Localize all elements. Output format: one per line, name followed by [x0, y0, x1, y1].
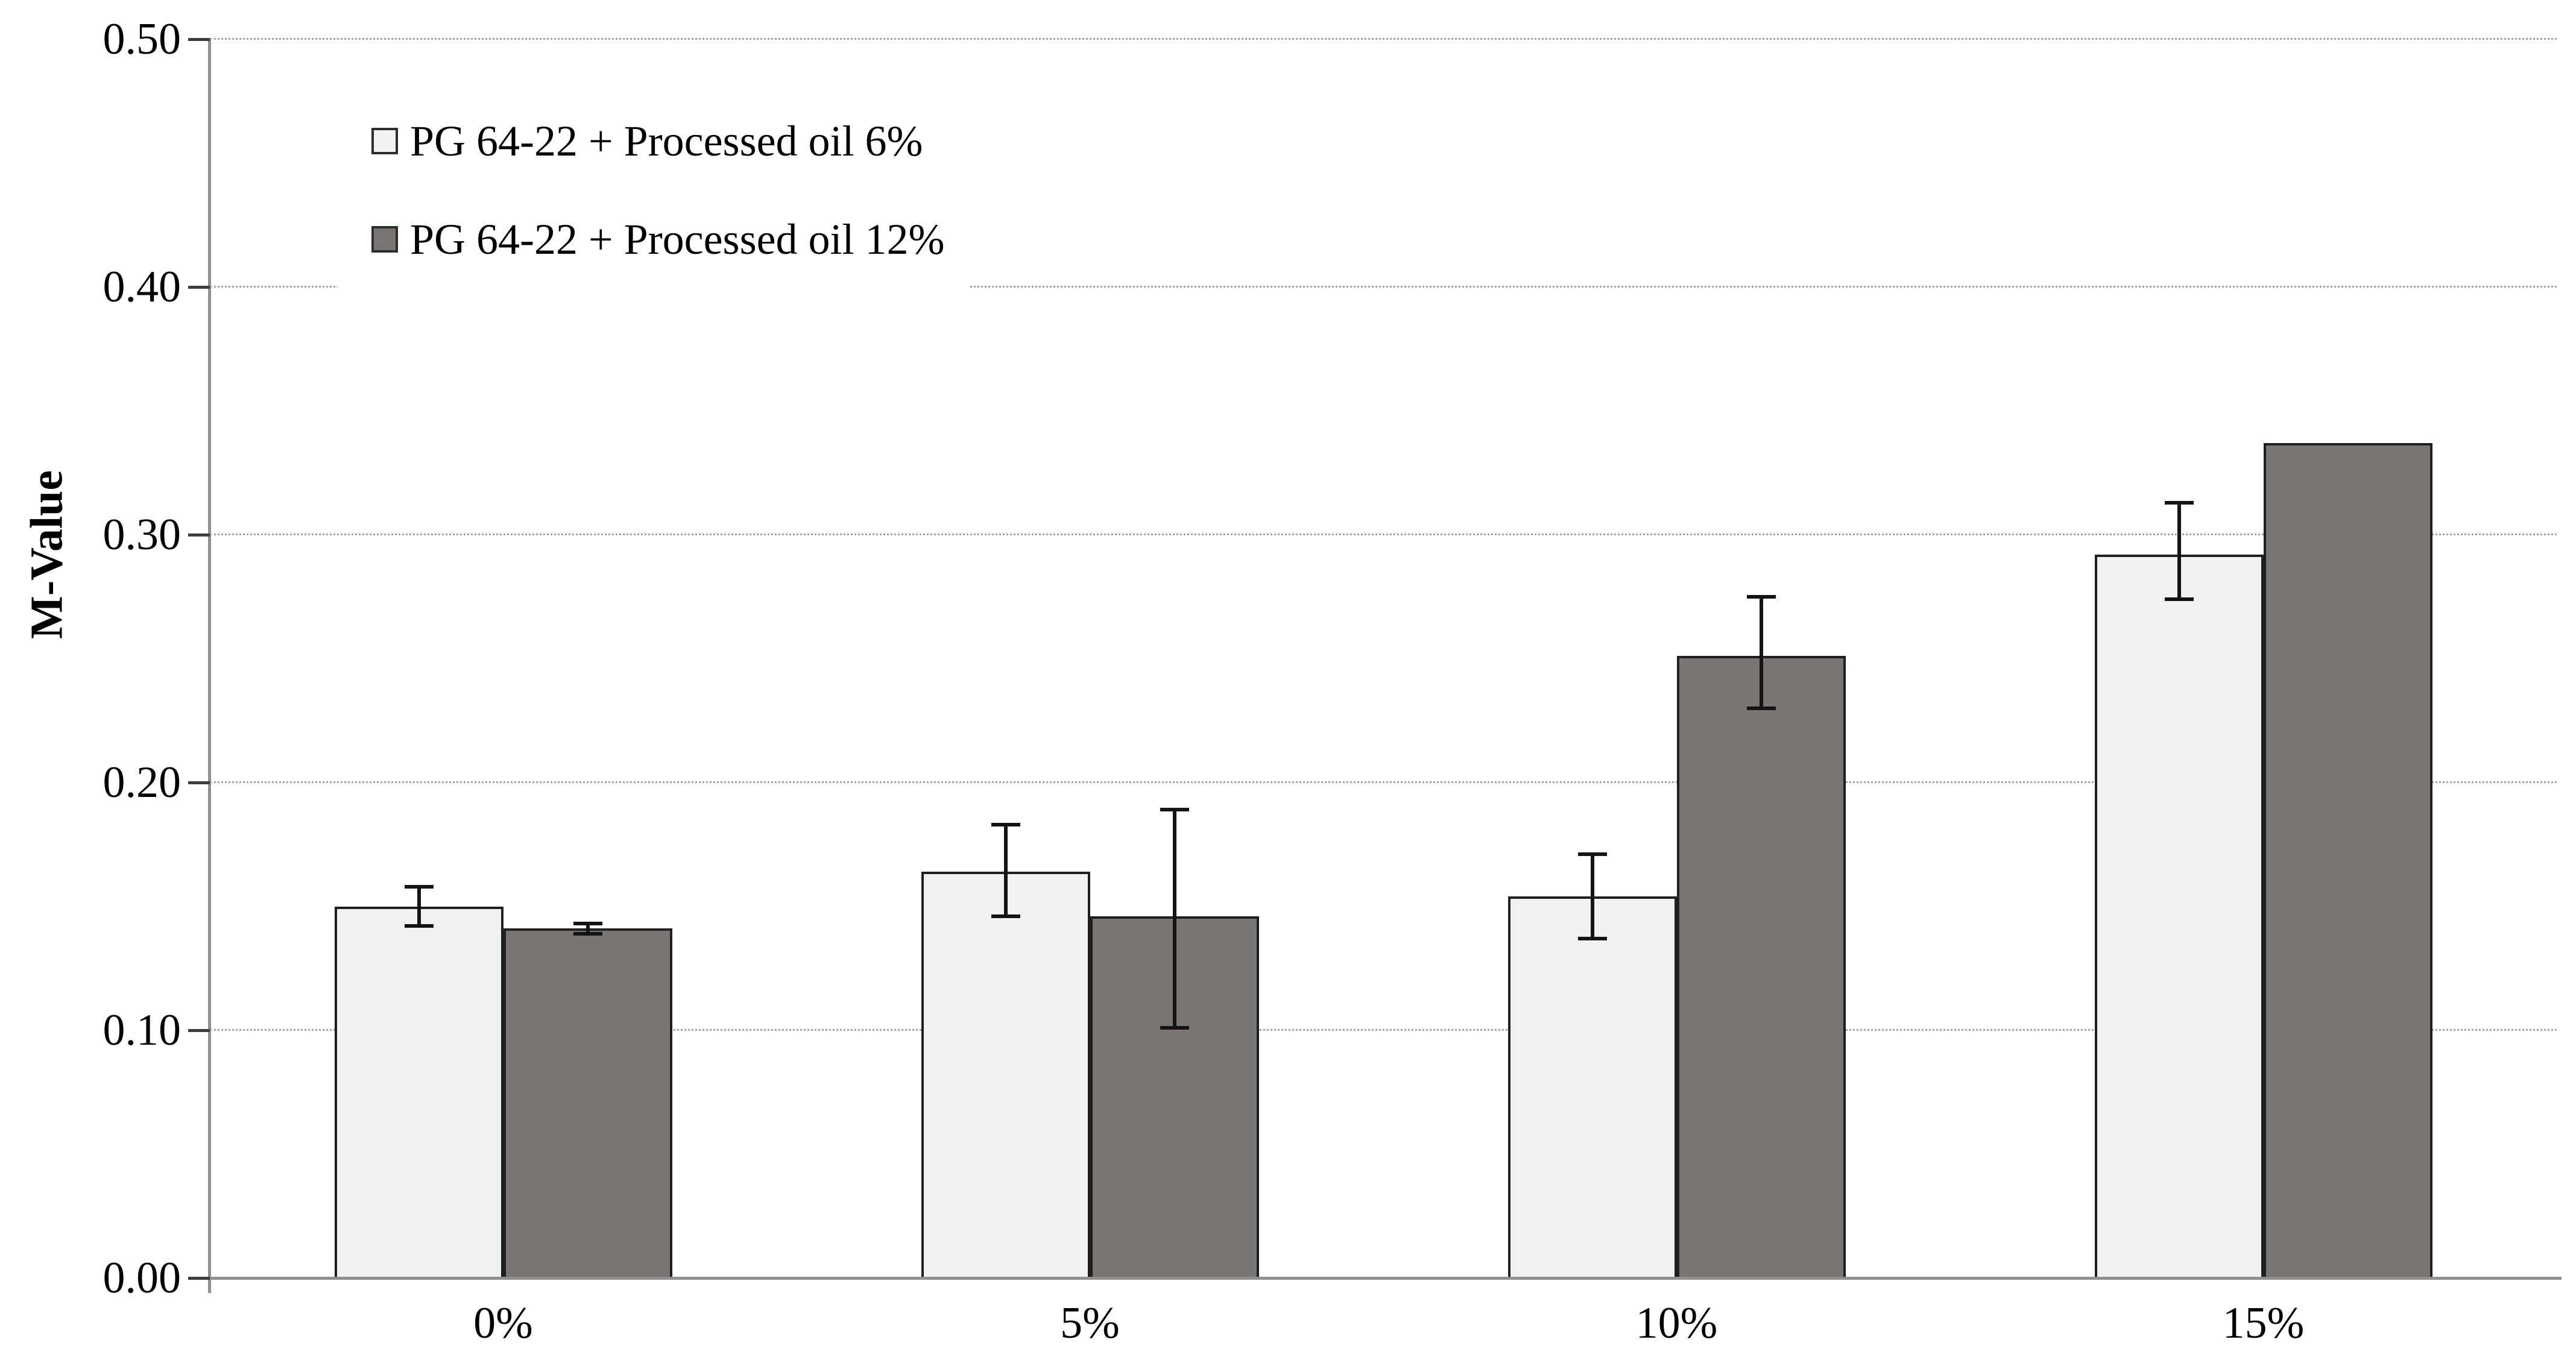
y-tick-label: 0.00: [103, 1253, 182, 1303]
error-bar-cap-bottom: [1577, 936, 1607, 940]
error-bar-line: [1172, 810, 1176, 1028]
error-bar-cap-top: [2164, 500, 2194, 505]
gridline: [210, 286, 2557, 288]
error-bar-cap-top: [573, 922, 602, 926]
error-bar-line: [1003, 824, 1008, 916]
x-category-label: 0%: [473, 1298, 533, 1348]
error-bar-cap-top: [991, 822, 1020, 826]
legend-swatch-series2: [371, 226, 398, 253]
x-category-label: 15%: [2222, 1298, 2305, 1348]
legend-item-series1: PG 64-22 + Processed oil 6%: [371, 114, 945, 168]
y-tick-label: 0.10: [103, 1006, 182, 1055]
bar-s1-10%: [1507, 896, 1677, 1280]
y-axis-tick: [188, 1277, 210, 1280]
error-bar-cap-bottom: [1746, 706, 1776, 710]
error-bar-cap-bottom: [404, 924, 434, 928]
bar-s1-5%: [921, 871, 1090, 1280]
y-axis-tick: [188, 38, 210, 41]
error-bar-cap-bottom: [2164, 597, 2194, 601]
bar-s2-0%: [503, 928, 672, 1280]
y-axis-line: [208, 39, 211, 1293]
error-bar-cap-top: [1160, 808, 1189, 812]
bar-s1-0%: [334, 906, 504, 1280]
y-tick-label: 0.40: [103, 262, 182, 312]
error-bar-cap-bottom: [1160, 1025, 1189, 1030]
y-axis-tick: [188, 1029, 210, 1032]
error-bar-line: [1590, 854, 1594, 939]
x-category-label: 5%: [1060, 1298, 1120, 1348]
error-bar-cap-top: [1577, 852, 1607, 857]
y-tick-label: 0.20: [103, 758, 182, 807]
error-bar-line: [2177, 502, 2181, 599]
error-bar-line: [1759, 596, 1763, 708]
legend-item-series2: PG 64-22 + Processed oil 12%: [371, 212, 945, 266]
error-bar-cap-bottom: [991, 914, 1020, 918]
bar-s2-15%: [2263, 442, 2432, 1280]
y-axis-tick: [188, 533, 210, 537]
bar-s1-15%: [2094, 554, 2264, 1280]
gridline: [210, 781, 2557, 783]
y-axis-tick: [188, 781, 210, 784]
legend-label-series1: PG 64-22 + Processed oil 6%: [410, 116, 923, 165]
error-bar-line: [586, 924, 590, 934]
bar-s2-5%: [1090, 916, 1259, 1280]
x-category-label: 10%: [1635, 1298, 1718, 1348]
legend-swatch-series1: [371, 128, 398, 154]
y-tick-label: 0.50: [103, 14, 182, 64]
gridline: [210, 1029, 2557, 1031]
x-axis-line: [208, 1277, 2562, 1280]
error-bar-cap-bottom: [573, 931, 602, 936]
error-bar-line: [417, 886, 421, 927]
legend: PG 64-22 + Processed oil 6% PG 64-22 + P…: [338, 78, 969, 291]
legend-label-series2: PG 64-22 + Processed oil 12%: [410, 215, 945, 263]
y-tick-label: 0.30: [103, 510, 182, 559]
error-bar-cap-top: [404, 884, 434, 889]
bar-s2-10%: [1676, 656, 1846, 1280]
gridline: [210, 533, 2557, 535]
y-axis-tick: [188, 286, 210, 289]
gridline: [210, 38, 2557, 40]
error-bar-cap-top: [1746, 594, 1776, 599]
